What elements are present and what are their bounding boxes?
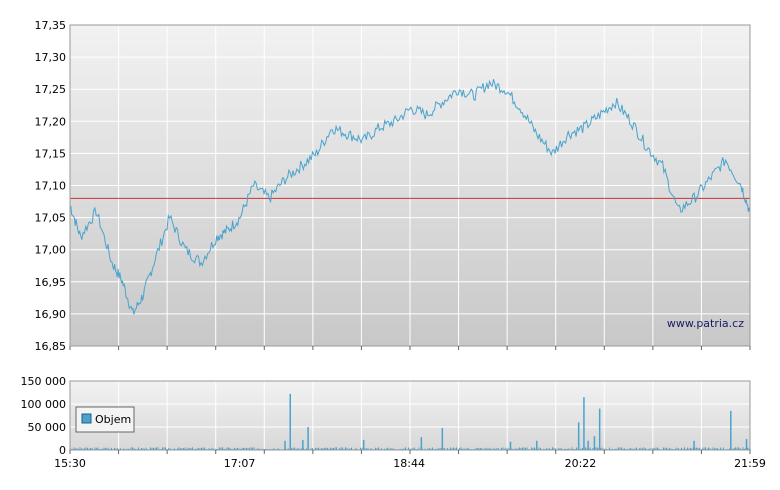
volume-y-tick-label: 0	[59, 444, 66, 457]
legend-swatch	[81, 413, 92, 424]
price-y-tick-label: 16,90	[35, 308, 67, 321]
volume-bars	[70, 393, 750, 450]
volume-y-tick-label: 50 000	[28, 421, 67, 434]
price-y-tick-label: 17,15	[35, 147, 67, 160]
price-y-tick-label: 17,20	[35, 115, 67, 128]
time-x-tick-label: 17:07	[224, 457, 256, 470]
volume-y-tick-label: 100 000	[21, 398, 67, 411]
price-line	[69, 79, 751, 315]
price-x-tickmarks	[69, 346, 751, 350]
price-y-tick-label: 17,35	[35, 19, 67, 32]
watermark: www.patria.cz	[667, 317, 744, 330]
time-x-axis: 15:30 17:07 18:44 20:22 21:59	[54, 450, 766, 470]
price-y-tick-label: 17,00	[35, 244, 67, 257]
price-y-tick-label: 17,10	[35, 180, 67, 193]
legend-label: Objem	[95, 413, 131, 426]
time-x-tick-label: 20:22	[565, 457, 597, 470]
volume-y-axis: 150 000 100 000 50 000 0	[21, 375, 67, 457]
time-x-tick-label: 18:44	[393, 457, 425, 470]
legend: Objem	[75, 406, 135, 433]
price-y-tick-label: 17,25	[35, 83, 67, 96]
price-y-tick-label: 16,95	[35, 276, 67, 289]
price-y-tick-label: 17,30	[35, 51, 67, 64]
time-x-tick-label: 15:30	[54, 457, 86, 470]
price-y-tick-label: 17,05	[35, 212, 67, 225]
price-y-tick-label: 16,85	[35, 340, 67, 353]
price-y-axis: 17,35 17,30 17,25 17,20 17,15 17,10 17,05 17,00…	[35, 19, 67, 353]
time-x-tick-label: 21:59	[734, 457, 766, 470]
volume-y-tick-label: 150 000	[21, 375, 67, 388]
